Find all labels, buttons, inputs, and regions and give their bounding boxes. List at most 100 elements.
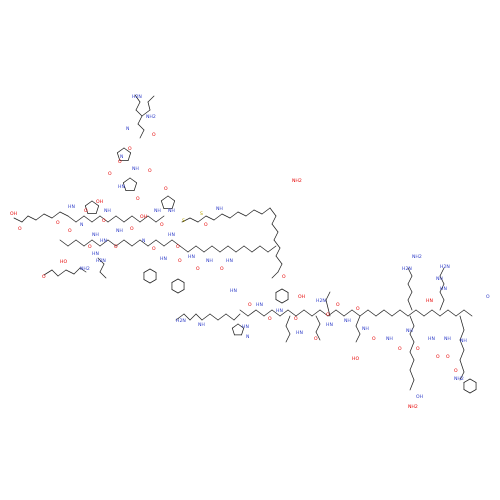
bond [409,341,415,353]
atom-label: O [114,244,118,250]
bond [183,313,191,321]
bond [235,245,245,253]
atom-label: NH [386,336,393,342]
bond [149,279,157,284]
bond [275,288,283,293]
bond [343,309,353,317]
bond [359,309,369,317]
bond [459,315,465,331]
bond [160,195,169,202]
bond [123,147,132,154]
bond [271,309,281,317]
bond [195,313,203,321]
atom-label: O [416,346,420,352]
bond [439,299,445,311]
bond [91,215,101,223]
bond [143,268,151,273]
atom-label: O [102,218,106,224]
bond [147,215,157,223]
atom-label: N [126,126,129,132]
bond [263,309,273,317]
bond [123,239,133,247]
bond [139,239,149,247]
bond [227,245,237,253]
bond [213,213,223,221]
bond [84,200,93,207]
atom-label: O [178,258,182,264]
bond [163,239,173,247]
bond [99,263,105,273]
bond [91,239,101,247]
atom-label: N [80,222,83,228]
bond [303,309,313,317]
bond [281,299,289,304]
atom-label: O [128,146,132,152]
atom-label: O [88,244,92,250]
atom-label: O [446,354,450,360]
bond [122,182,127,192]
atom-label: O [356,306,360,312]
atom-label: O [268,316,272,322]
bond [409,369,415,381]
atom-label: HN [428,336,435,342]
bond [279,309,289,317]
bond [469,389,477,394]
atom-label: H2N [132,94,142,100]
bond [409,315,415,327]
bond [439,275,445,285]
bond [231,327,235,336]
bond [99,215,109,223]
bond [79,267,87,273]
atom-label: NH2 [412,254,422,260]
bond [351,309,361,317]
bond [367,309,377,317]
bond [383,309,393,317]
atom-label: S [200,211,203,217]
bond [133,182,138,192]
atom-label: N [246,334,249,340]
bond [147,101,151,111]
bond [273,239,281,249]
bond [225,313,235,321]
bond [123,215,133,223]
atom-label: O [314,336,318,342]
atom-label: O [118,159,122,165]
bond [209,313,219,321]
bond [255,309,265,317]
bond [251,245,261,253]
bond [247,309,257,317]
bond [407,309,417,317]
bond [423,309,433,317]
bond [115,215,125,223]
atom-label: O [398,346,402,352]
atom-label: H2N [316,298,326,304]
bond [187,245,197,253]
atom-label: NH [406,328,413,334]
bond [335,309,345,317]
bond [205,215,215,221]
bond [409,325,415,335]
atom-label: S [182,218,185,224]
bond [409,351,415,361]
atom-label: O [336,302,340,308]
atom-label: O [84,208,88,214]
atom-label: HO [60,259,67,265]
bond [275,255,283,265]
atom-label: OH [96,199,103,205]
bond [137,115,143,125]
atom-labels: NH2 O H2N O N O N O O NH O HN OH O NH O … [10,94,490,410]
bond [211,245,221,253]
bond [399,309,409,317]
atom-label: NH2 [408,404,418,410]
atom-label: NH [154,208,161,214]
bond [21,215,29,223]
atom-label: H2N [96,258,106,264]
bond [285,333,291,343]
atom-label: HN [168,232,175,238]
bond [75,239,85,247]
bond [134,94,141,103]
bond [13,217,23,223]
bond [469,378,477,383]
bond [241,327,245,336]
atom-label: O [152,246,156,252]
